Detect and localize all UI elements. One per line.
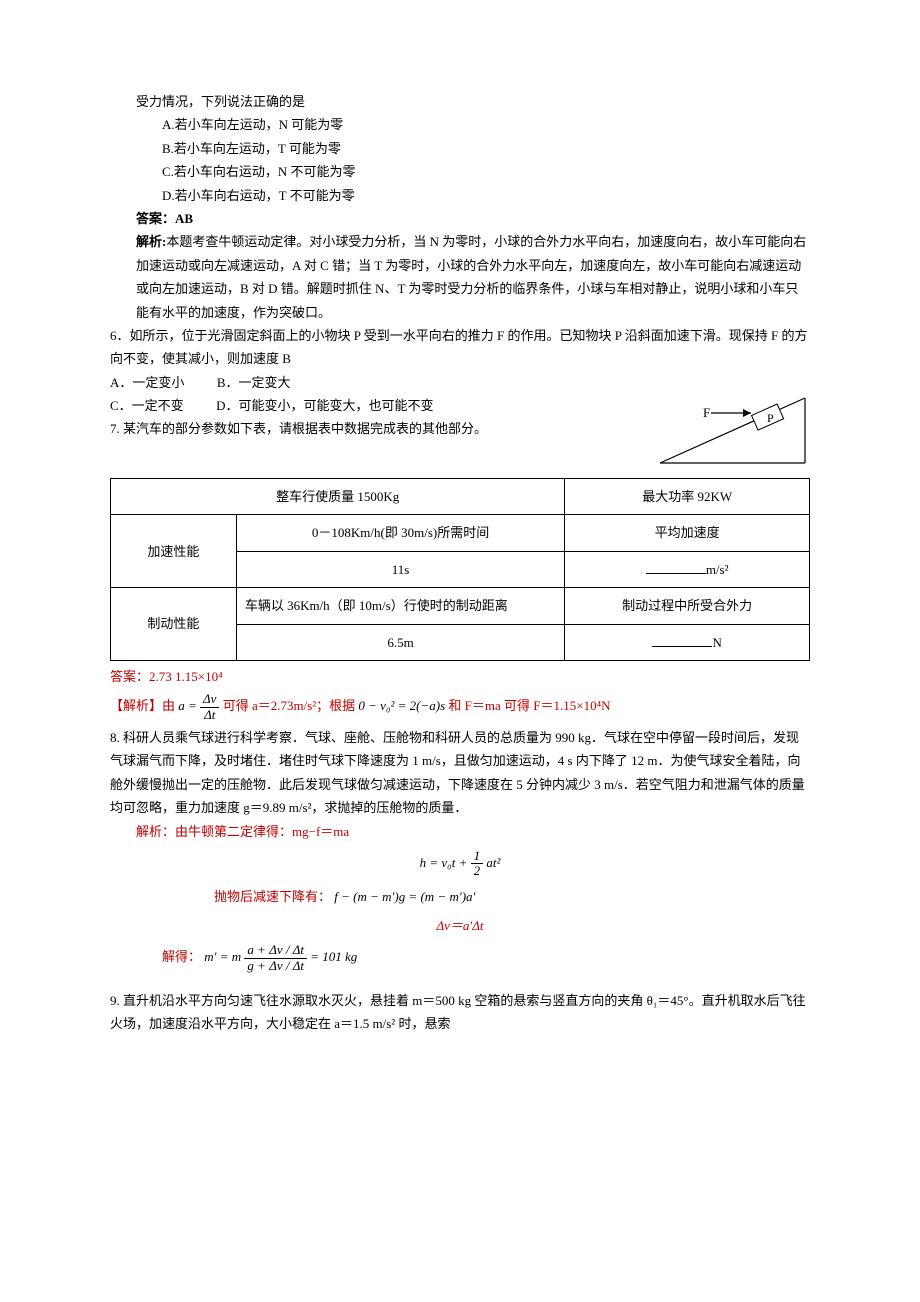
q8-eq2-num: 1 bbox=[471, 849, 484, 864]
q5-answer: 答案：AB bbox=[110, 207, 810, 230]
q8-eq2-den: 2 bbox=[471, 864, 484, 878]
q5-analysis-label: 解析: bbox=[136, 234, 166, 249]
q8-line5-num: a + Δv / Δt bbox=[244, 943, 307, 958]
q5-option-a: A.若小车向左运动，N 可能为零 bbox=[110, 113, 810, 136]
cell-brake-label: 制动性能 bbox=[111, 588, 237, 661]
cell-brake-blank: N bbox=[565, 624, 810, 660]
diagram-label-p: P bbox=[767, 411, 774, 425]
q5-analysis: 解析:本题考查牛顿运动定律。对小球受力分析，当 N 为零时，小球的合外力水平向右… bbox=[110, 230, 810, 324]
cell-brake-right-head: 制动过程中所受合外力 bbox=[565, 588, 810, 624]
q6-option-b: B．一定变大 bbox=[217, 375, 291, 390]
cell-power: 最大功率 92KW bbox=[565, 479, 810, 515]
q5-stem-tail: 受力情况，下列说法正确的是 bbox=[110, 90, 810, 113]
q7-analysis: 【解析】由 a = Δv Δt 可得 a＝2.73m/s²；根据 0 − v₀²… bbox=[110, 692, 810, 722]
q7-a-equals: a = bbox=[178, 698, 197, 713]
cell-accel-label: 加速性能 bbox=[111, 515, 237, 588]
cell-accel-blank: m/s² bbox=[565, 551, 810, 587]
q8-line5-frac: a + Δv / Δt g + Δv / Δt bbox=[244, 943, 307, 973]
q6-option-d: D．可能变小，可能变大，也可能不变 bbox=[216, 398, 433, 413]
q7-analysis-mid2: 和 F＝ma 可得 F＝1.15×10⁴N bbox=[448, 698, 610, 713]
q6-stem: 6．如所示，位于光滑固定斜面上的小物块 P 受到一水平向右的推力 F 的作用。已… bbox=[110, 324, 810, 371]
q8-eq2: h = v₀t + 12 at² bbox=[110, 849, 810, 879]
unit-n: N bbox=[712, 635, 721, 650]
blank-brake bbox=[652, 633, 712, 647]
q8-line5-lhs: m′ = m bbox=[204, 949, 241, 964]
q5-option-d-text: D.若小车向右运动，T 不可能为零 bbox=[162, 188, 355, 203]
unit-ms2: m/s² bbox=[706, 562, 729, 577]
q8-line1: 解析：由牛顿第二定律得：mg−f＝ma bbox=[110, 820, 810, 843]
q5-option-a-text: A.若小车向左运动，N 可能为零 bbox=[162, 117, 343, 132]
table-row: 制动性能 车辆以 36Km/h（即 10m/s）行使时的制动距离 制动过程中所受… bbox=[111, 588, 810, 624]
q7-frac1-den: Δt bbox=[200, 708, 219, 722]
q5-option-c-text: C.若小车向右运动，N 不可能为零 bbox=[162, 164, 356, 179]
q7-table-wrap: 整车行使质量 1500Kg 最大功率 92KW 加速性能 0－108Km/h(即… bbox=[110, 478, 810, 661]
cell-brake-dist: 6.5m bbox=[236, 624, 565, 660]
cell-accel-time: 11s bbox=[236, 551, 565, 587]
cell-accel-right-head: 平均加速度 bbox=[565, 515, 810, 551]
q5-option-b: B.若小车向左运动，T 可能为零 bbox=[110, 137, 810, 160]
spacer bbox=[110, 977, 810, 989]
q8-line4: Δv＝a′Δt bbox=[110, 914, 810, 937]
q8-eq2-suffix: at² bbox=[483, 855, 500, 870]
q5-option-d: D.若小车向右运动，T 不可能为零 bbox=[110, 184, 810, 207]
q8-line3-eq: f − (m − m′)g = (m − m′)a′ bbox=[334, 889, 475, 904]
q8-line5-rhs: = 101 kg bbox=[310, 949, 357, 964]
cell-mass: 整车行使质量 1500Kg bbox=[111, 479, 565, 515]
q7-table: 整车行使质量 1500Kg 最大功率 92KW 加速性能 0－108Km/h(即… bbox=[110, 478, 810, 661]
q8-line5: 解得： m′ = m a + Δv / Δt g + Δv / Δt = 101… bbox=[110, 943, 810, 973]
q8-line3-label: 抛物后减速下降有： bbox=[214, 889, 331, 904]
table-row: 加速性能 0－108Km/h(即 30m/s)所需时间 平均加速度 bbox=[111, 515, 810, 551]
q7-analysis-mid1: 可得 a＝2.73m/s²；根据 bbox=[223, 698, 359, 713]
q7-analysis-prefix: 【解析】由 bbox=[110, 698, 178, 713]
q6-option-a: A．一定变小 bbox=[110, 375, 184, 390]
q5-analysis-text: 本题考查牛顿运动定律。对小球受力分析，当 N 为零时，小球的合外力水平向右，加速… bbox=[136, 234, 806, 319]
blank-accel bbox=[646, 560, 706, 574]
diagram-label-f: F bbox=[703, 405, 710, 420]
q7-frac1-num: Δv bbox=[200, 692, 219, 707]
q8-line5-den: g + Δv / Δt bbox=[244, 959, 307, 973]
q9-stem: 9. 直升机沿水平方向匀速飞往水源取水灭火，悬挂着 m＝500 kg 空箱的悬索… bbox=[110, 989, 810, 1036]
cell-brake-head: 车辆以 36Km/h（即 10m/s）行使时的制动距离 bbox=[236, 588, 565, 624]
q8-stem: 8. 科研人员乘气球进行科学考察．气球、座舱、压舱物和科研人员的总质量为 990… bbox=[110, 726, 810, 820]
q8-eq2-prefix: h = v₀t + bbox=[420, 855, 471, 870]
q8-line3: 抛物后减速下降有： f − (m − m′)g = (m − m′)a′ bbox=[110, 885, 810, 908]
q8-eq2-frac: 12 bbox=[471, 849, 484, 879]
incline-diagram: P F bbox=[655, 388, 810, 468]
q6-option-c: C．一定不变 bbox=[110, 398, 184, 413]
table-row: 整车行使质量 1500Kg 最大功率 92KW bbox=[111, 479, 810, 515]
q8-line5-label: 解得： bbox=[162, 949, 201, 964]
q5-option-b-text: B.若小车向左运动，T 可能为零 bbox=[162, 141, 341, 156]
q7-eq2: 0 − v₀² = 2(−a)s bbox=[358, 698, 445, 713]
q7-answer: 答案：2.73 1.15×10⁴ bbox=[110, 665, 810, 688]
cell-accel-head: 0－108Km/h(即 30m/s)所需时间 bbox=[236, 515, 565, 551]
q7-frac1: Δv Δt bbox=[200, 692, 219, 722]
q5-option-c: C.若小车向右运动，N 不可能为零 bbox=[110, 160, 810, 183]
